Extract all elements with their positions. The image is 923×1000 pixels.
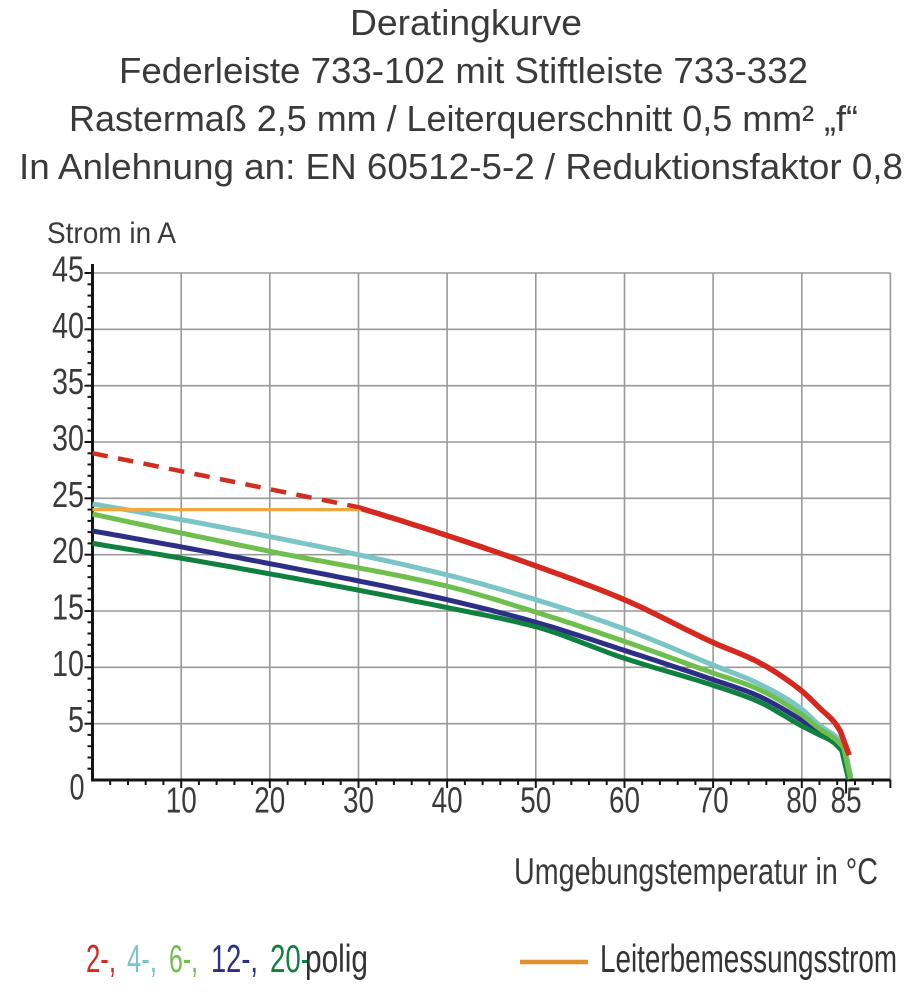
svg-text:20: 20 <box>254 780 285 821</box>
svg-text:Strom in A: Strom in A <box>47 217 176 250</box>
svg-text:25: 25 <box>52 474 84 515</box>
svg-text:6-,: 6-, <box>169 938 198 981</box>
svg-text:20-: 20- <box>270 938 310 981</box>
svg-text:5: 5 <box>68 699 84 740</box>
svg-text:Federleiste 733-102 mit Stiftl: Federleiste 733-102 mit Stiftleiste 733-… <box>119 50 808 91</box>
svg-text:85: 85 <box>831 780 862 821</box>
svg-text:0: 0 <box>70 767 85 808</box>
svg-text:40: 40 <box>52 305 84 346</box>
svg-text:2-,: 2-, <box>86 938 116 981</box>
svg-text:80: 80 <box>786 780 817 821</box>
svg-text:45: 45 <box>52 249 84 290</box>
svg-text:30: 30 <box>343 780 374 821</box>
svg-text:12-,: 12-, <box>211 938 258 981</box>
svg-text:35: 35 <box>52 361 84 402</box>
svg-text:50: 50 <box>520 780 551 821</box>
svg-text:60: 60 <box>609 780 640 821</box>
svg-text:70: 70 <box>698 780 729 821</box>
svg-text:40: 40 <box>432 780 463 821</box>
svg-text:15: 15 <box>52 587 84 628</box>
svg-text:Leiterbemessungsstrom: Leiterbemessungsstrom <box>600 938 897 981</box>
svg-text:Umgebungstemperatur in °C: Umgebungstemperatur in °C <box>514 851 878 892</box>
svg-text:4-,: 4-, <box>127 938 157 981</box>
svg-text:In Anlehnung an: EN 60512-5-2: In Anlehnung an: EN 60512-5-2 / Reduktio… <box>19 146 903 187</box>
svg-text:Rastermaß 2,5 mm / Leiterquers: Rastermaß 2,5 mm / Leiterquerschnitt 0,5… <box>69 98 858 139</box>
svg-text:10: 10 <box>166 780 197 821</box>
svg-text:polig: polig <box>305 938 368 981</box>
svg-text:30: 30 <box>52 418 84 459</box>
svg-text:20: 20 <box>52 530 84 571</box>
svg-text:Deratingkurve: Deratingkurve <box>350 2 582 43</box>
svg-text:10: 10 <box>52 643 84 684</box>
